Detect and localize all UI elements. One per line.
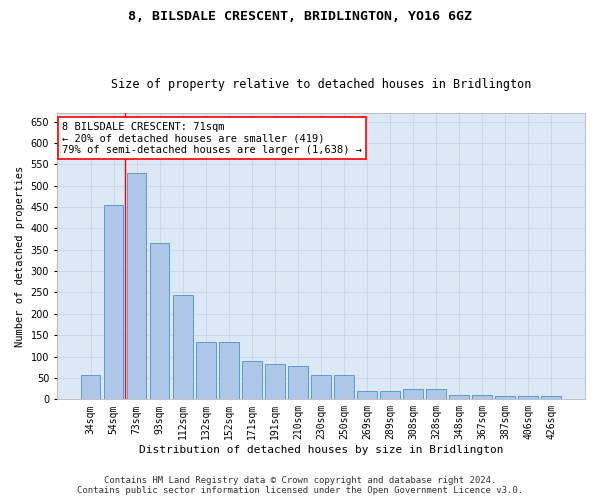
Title: Size of property relative to detached houses in Bridlington: Size of property relative to detached ho… — [111, 78, 531, 91]
Bar — [104, 205, 124, 400]
Text: Contains HM Land Registry data © Crown copyright and database right 2024.
Contai: Contains HM Land Registry data © Crown c… — [77, 476, 523, 495]
Bar — [380, 391, 400, 400]
Bar — [242, 361, 262, 400]
Bar — [127, 173, 146, 400]
Y-axis label: Number of detached properties: Number of detached properties — [15, 166, 25, 347]
Bar — [541, 396, 561, 400]
Text: 8 BILSDALE CRESCENT: 71sqm
← 20% of detached houses are smaller (419)
79% of sem: 8 BILSDALE CRESCENT: 71sqm ← 20% of deta… — [62, 122, 362, 155]
Bar — [357, 391, 377, 400]
Bar — [426, 388, 446, 400]
Bar — [472, 395, 492, 400]
Bar — [518, 396, 538, 400]
Bar — [311, 375, 331, 400]
Bar — [496, 396, 515, 400]
Bar — [150, 244, 169, 400]
Bar — [219, 342, 239, 400]
Bar — [196, 342, 215, 400]
Bar — [288, 366, 308, 400]
Bar — [173, 294, 193, 400]
X-axis label: Distribution of detached houses by size in Bridlington: Distribution of detached houses by size … — [139, 445, 503, 455]
Bar — [265, 364, 284, 400]
Bar — [334, 375, 354, 400]
Text: 8, BILSDALE CRESCENT, BRIDLINGTON, YO16 6GZ: 8, BILSDALE CRESCENT, BRIDLINGTON, YO16 … — [128, 10, 472, 23]
Bar — [403, 388, 423, 400]
Bar — [449, 395, 469, 400]
Bar — [81, 375, 100, 400]
